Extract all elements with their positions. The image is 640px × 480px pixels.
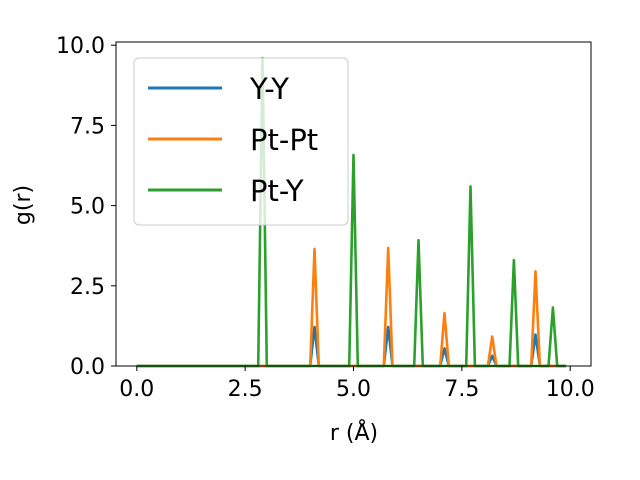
- legend-box: [133, 57, 349, 226]
- y-tick-label: 0.0: [70, 355, 105, 380]
- legend-label: Pt-Y: [250, 174, 304, 208]
- series-line-y-y: [136, 325, 566, 368]
- legend-label: Y-Y: [249, 72, 289, 106]
- y-tick-label: 5.0: [70, 195, 105, 220]
- legend-label: Pt-Pt: [250, 123, 318, 157]
- x-tick-label: 5.0: [336, 377, 371, 402]
- y-axis-label: g(r): [11, 185, 36, 225]
- x-tick-label: 2.5: [228, 377, 263, 402]
- x-tick-label: 0.0: [119, 377, 154, 402]
- legend: Y-Y Pt-Pt Pt-Y: [133, 57, 349, 226]
- y-tick-label: 2.5: [70, 275, 105, 300]
- y-tick-label: 10.0: [56, 34, 105, 59]
- x-tick-label: 10.0: [546, 377, 595, 402]
- y-tick-label: 7.5: [70, 114, 105, 139]
- ticks: 0.0 2.5 5.0 7.5 10.0 0.0 2.5 5.0 7.5 10.0: [56, 34, 595, 402]
- series-line-pt-pt: [136, 246, 566, 368]
- x-axis-label: r (Å): [330, 419, 378, 446]
- x-tick-label: 7.5: [444, 377, 479, 402]
